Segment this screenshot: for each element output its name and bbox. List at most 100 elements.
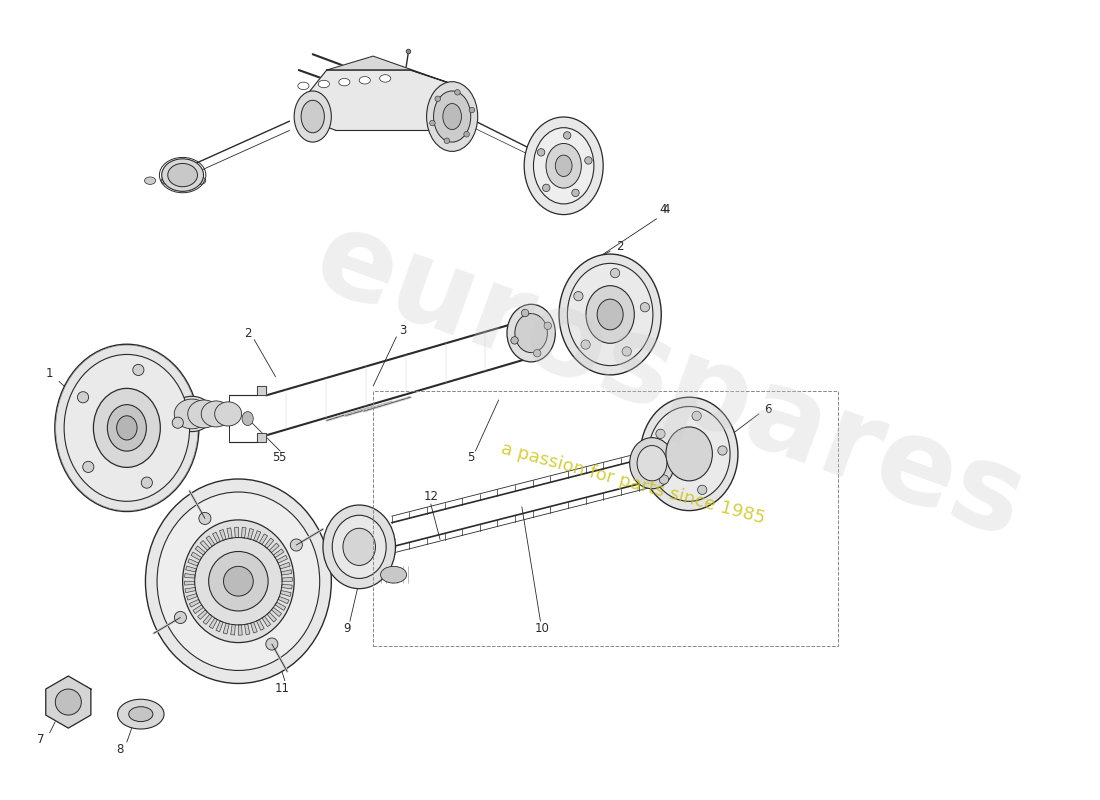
- Ellipse shape: [298, 82, 309, 90]
- Text: 10: 10: [535, 622, 550, 635]
- Circle shape: [173, 417, 184, 428]
- Polygon shape: [227, 528, 232, 538]
- Ellipse shape: [586, 286, 635, 343]
- Ellipse shape: [168, 163, 198, 186]
- Circle shape: [82, 462, 94, 473]
- Polygon shape: [229, 433, 266, 442]
- Ellipse shape: [343, 528, 375, 566]
- Text: 4: 4: [659, 203, 667, 216]
- Circle shape: [464, 131, 470, 137]
- Ellipse shape: [360, 77, 371, 84]
- Polygon shape: [195, 546, 206, 555]
- Ellipse shape: [379, 74, 390, 82]
- Circle shape: [469, 107, 475, 113]
- Polygon shape: [260, 534, 267, 545]
- Circle shape: [199, 513, 211, 525]
- Circle shape: [521, 310, 529, 317]
- Bar: [373, 390, 838, 646]
- Polygon shape: [229, 386, 266, 395]
- Polygon shape: [239, 625, 242, 635]
- Polygon shape: [282, 584, 293, 589]
- Polygon shape: [216, 621, 223, 632]
- Circle shape: [692, 411, 702, 421]
- Circle shape: [406, 49, 410, 54]
- Ellipse shape: [117, 416, 138, 440]
- Polygon shape: [308, 70, 456, 130]
- Polygon shape: [248, 529, 254, 539]
- Polygon shape: [223, 623, 229, 634]
- Ellipse shape: [170, 396, 212, 431]
- Circle shape: [659, 475, 669, 484]
- Circle shape: [538, 149, 544, 156]
- Polygon shape: [209, 618, 218, 629]
- Polygon shape: [270, 543, 279, 553]
- Circle shape: [572, 189, 580, 197]
- Ellipse shape: [195, 177, 206, 184]
- Polygon shape: [231, 625, 235, 635]
- Polygon shape: [277, 555, 287, 563]
- Polygon shape: [188, 559, 199, 566]
- Polygon shape: [274, 549, 284, 558]
- Polygon shape: [46, 676, 91, 728]
- Text: eurospares: eurospares: [300, 200, 1041, 563]
- Circle shape: [430, 120, 436, 126]
- Polygon shape: [234, 527, 239, 538]
- Polygon shape: [200, 541, 210, 550]
- Circle shape: [141, 477, 153, 488]
- Ellipse shape: [640, 398, 738, 510]
- Text: 5: 5: [468, 451, 474, 464]
- Circle shape: [444, 138, 450, 143]
- Ellipse shape: [534, 128, 594, 204]
- Ellipse shape: [118, 699, 164, 729]
- Polygon shape: [206, 536, 214, 546]
- Circle shape: [581, 340, 591, 350]
- Circle shape: [209, 551, 268, 611]
- Circle shape: [544, 322, 551, 330]
- Circle shape: [623, 346, 631, 356]
- Circle shape: [77, 392, 89, 403]
- Ellipse shape: [145, 479, 331, 683]
- Circle shape: [697, 485, 707, 494]
- Text: 3: 3: [399, 324, 407, 337]
- Circle shape: [290, 539, 303, 551]
- Circle shape: [55, 689, 81, 715]
- Text: 11: 11: [275, 682, 289, 694]
- Polygon shape: [280, 590, 292, 597]
- Ellipse shape: [174, 399, 210, 429]
- Text: 5: 5: [278, 451, 286, 464]
- Circle shape: [656, 429, 666, 438]
- Ellipse shape: [157, 492, 320, 670]
- Circle shape: [534, 350, 541, 357]
- Text: 6: 6: [764, 402, 772, 416]
- Ellipse shape: [162, 177, 173, 184]
- Polygon shape: [187, 594, 198, 600]
- Ellipse shape: [183, 520, 294, 642]
- Ellipse shape: [648, 406, 730, 502]
- Ellipse shape: [144, 177, 156, 184]
- Ellipse shape: [556, 155, 572, 177]
- Text: a passion for parts since 1985: a passion for parts since 1985: [499, 440, 768, 528]
- Ellipse shape: [294, 91, 331, 142]
- Ellipse shape: [108, 405, 146, 451]
- Ellipse shape: [323, 505, 396, 589]
- Circle shape: [718, 446, 727, 455]
- Ellipse shape: [94, 388, 161, 467]
- Ellipse shape: [64, 354, 189, 502]
- Polygon shape: [275, 602, 286, 610]
- Text: 9: 9: [343, 622, 351, 635]
- Ellipse shape: [666, 427, 713, 481]
- Circle shape: [574, 291, 583, 301]
- Polygon shape: [212, 532, 220, 543]
- Ellipse shape: [301, 100, 324, 133]
- Circle shape: [542, 184, 550, 191]
- Ellipse shape: [507, 304, 556, 362]
- Text: 2: 2: [616, 240, 624, 253]
- Circle shape: [133, 364, 144, 375]
- Circle shape: [175, 611, 187, 623]
- Polygon shape: [242, 527, 246, 538]
- Polygon shape: [279, 562, 290, 569]
- Ellipse shape: [443, 103, 461, 130]
- Text: 12: 12: [424, 490, 438, 503]
- Polygon shape: [282, 570, 292, 575]
- Circle shape: [434, 96, 440, 102]
